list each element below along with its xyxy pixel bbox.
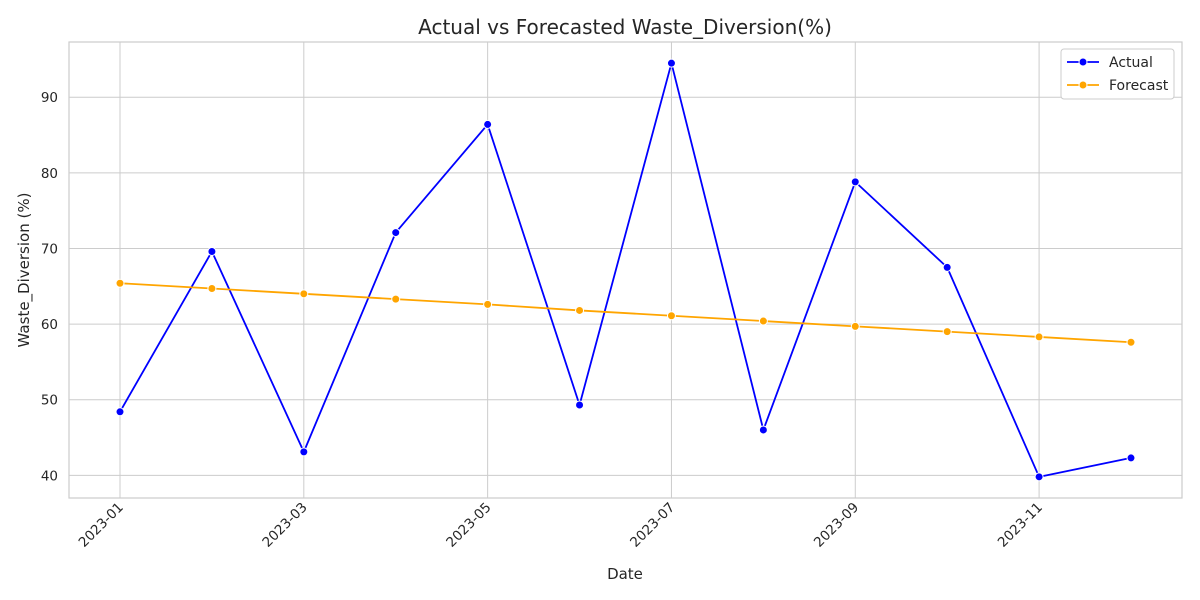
x-axis-ticks: 2023-01 2023-03 2023-05 2023-07 2023-09 2023-… (76, 500, 1046, 551)
series-actual (115, 58, 1136, 482)
data-point-actual (1126, 453, 1136, 463)
series-line-forecast (119, 282, 1132, 344)
legend-item-forecast: Forecast (1067, 78, 1169, 94)
x-tick-label: 2023-07 (627, 500, 678, 551)
x-tick-label: 2023-01 (76, 500, 127, 551)
data-point-actual (1034, 472, 1044, 482)
y-tick-label: 50 (41, 393, 58, 409)
data-point-forecast (391, 294, 401, 304)
legend-swatch-marker (1078, 57, 1088, 67)
data-point-forecast (666, 311, 676, 321)
series-line-actual (119, 62, 1132, 478)
y-tick-label: 80 (41, 166, 58, 182)
data-point-actual (850, 177, 860, 187)
data-point-actual (666, 58, 676, 68)
y-tick-label: 40 (41, 468, 58, 484)
legend: Actual Forecast (1060, 48, 1175, 100)
data-point-forecast (1034, 332, 1044, 342)
data-point-forecast (483, 299, 493, 309)
series (115, 58, 1136, 482)
series-forecast (115, 278, 1136, 347)
data-point-forecast (115, 278, 125, 288)
data-point-forecast (758, 316, 768, 326)
x-axis-label: Date (607, 565, 643, 583)
data-point-forecast (299, 289, 309, 299)
data-point-forecast (575, 305, 585, 315)
data-point-forecast (942, 327, 952, 337)
legend-label: Actual (1109, 55, 1153, 71)
y-tick-label: 60 (41, 317, 58, 333)
data-point-actual (483, 119, 493, 129)
x-tick-label: 2023-05 (443, 500, 494, 551)
y-axis-label: Waste_Diversion (%) (15, 193, 34, 348)
x-tick-label: 2023-09 (811, 500, 862, 551)
grid (69, 42, 1182, 498)
data-point-forecast (1126, 337, 1136, 347)
data-point-actual (942, 262, 952, 272)
y-tick-label: 70 (41, 241, 58, 257)
legend-swatch-marker (1078, 80, 1088, 90)
legend-label: Forecast (1109, 78, 1169, 94)
data-point-actual (391, 228, 401, 238)
data-point-actual (758, 425, 768, 435)
data-point-actual (207, 246, 217, 256)
y-tick-label: 90 (41, 90, 58, 106)
plot-frame (68, 41, 1183, 499)
data-point-forecast (850, 321, 860, 331)
data-point-actual (575, 400, 585, 410)
x-tick-label: 2023-03 (259, 500, 310, 551)
y-axis-ticks: 40 50 60 70 80 90 (41, 90, 58, 484)
x-tick-label: 2023-11 (995, 500, 1046, 551)
data-point-forecast (207, 284, 217, 294)
data-point-actual (115, 407, 125, 417)
chart-title: Actual vs Forecasted Waste_Diversion(%) (418, 15, 832, 39)
data-point-actual (299, 447, 309, 457)
legend-item-actual: Actual (1067, 55, 1153, 71)
